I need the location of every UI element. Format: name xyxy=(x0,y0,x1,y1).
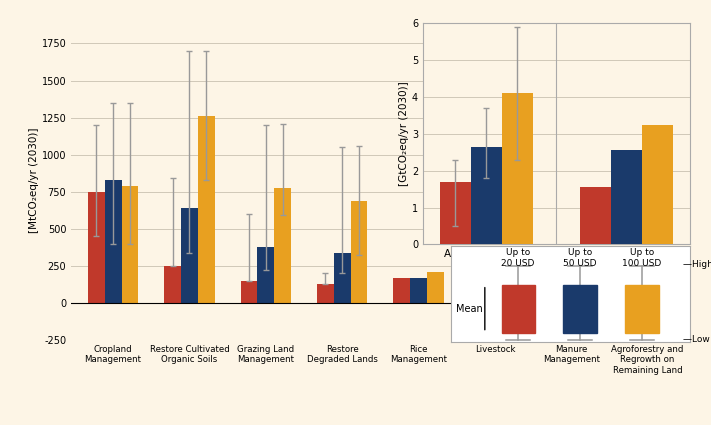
Bar xyxy=(502,94,533,244)
Bar xyxy=(503,269,520,303)
Bar xyxy=(546,302,563,303)
Bar xyxy=(580,187,611,244)
Bar xyxy=(486,277,503,303)
Bar xyxy=(122,186,139,303)
Bar xyxy=(164,266,181,303)
Text: Up to
20 USD: Up to 20 USD xyxy=(501,248,535,268)
Bar xyxy=(88,192,105,303)
Bar xyxy=(393,278,410,303)
Bar xyxy=(626,285,658,332)
Text: Up to
100 USD: Up to 100 USD xyxy=(622,248,662,268)
Text: Mean: Mean xyxy=(456,303,483,314)
Bar xyxy=(563,298,579,303)
Bar xyxy=(470,285,486,303)
Text: —Low SD: —Low SD xyxy=(683,335,711,344)
Y-axis label: [GtCO₂eq/yr (2030)]: [GtCO₂eq/yr (2030)] xyxy=(399,82,409,186)
Bar xyxy=(642,125,673,244)
Bar xyxy=(198,116,215,303)
Text: —High SD: —High SD xyxy=(683,260,711,269)
Text: Up to
50 USD: Up to 50 USD xyxy=(563,248,597,268)
Bar xyxy=(317,283,333,303)
Bar xyxy=(440,182,471,244)
Bar xyxy=(563,285,597,332)
Bar xyxy=(240,280,257,303)
Bar xyxy=(333,252,351,303)
Bar xyxy=(471,147,502,244)
Bar xyxy=(427,272,444,303)
Y-axis label: [MtCO₂eq/yr (2030)]: [MtCO₂eq/yr (2030)] xyxy=(28,128,38,233)
Bar xyxy=(611,150,642,244)
Bar xyxy=(501,285,535,332)
Bar xyxy=(181,208,198,303)
Bar xyxy=(410,278,427,303)
Bar xyxy=(639,295,656,303)
Bar xyxy=(656,295,673,303)
Bar xyxy=(622,301,639,303)
Bar xyxy=(579,295,597,303)
Bar xyxy=(274,188,291,303)
Bar xyxy=(351,201,368,303)
Bar xyxy=(105,180,122,303)
Bar xyxy=(257,246,274,303)
